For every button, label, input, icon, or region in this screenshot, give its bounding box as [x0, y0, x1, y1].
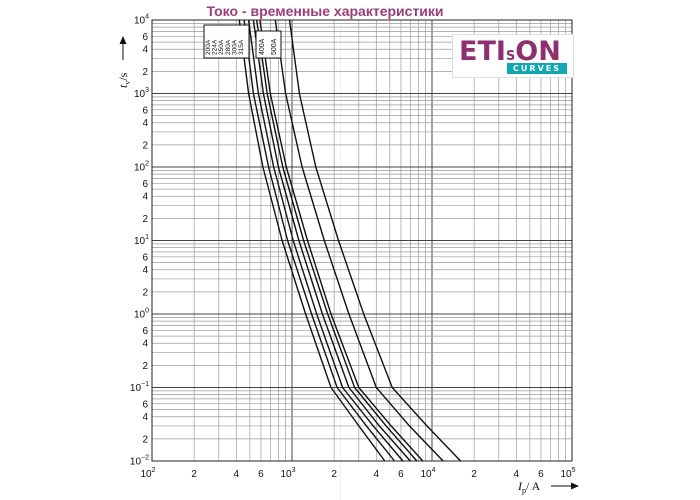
y-tick-label: 2 [142, 434, 148, 445]
x-axis-label-main: I [517, 479, 523, 493]
series-line-315a [259, 19, 424, 462]
y-tick-label: 102 [134, 161, 149, 174]
y-axis-label-main: t [116, 84, 130, 88]
x-axis-arrow [551, 482, 579, 490]
y-tick-label: 4 [142, 45, 148, 56]
y-axis-label-sub: v [123, 81, 132, 85]
y-axis-arrow [119, 36, 127, 60]
legend-label-200a: 200A [205, 39, 212, 55]
chart-grid [151, 20, 572, 462]
y-axis-ticks: 104 6 4 2 103 6 4 2 102 6 4 2 101 6 4 2 100 6 4 2 10−1 6 4 2 10−… [130, 14, 149, 468]
y-tick-label: 4 [142, 412, 148, 423]
x-tick-label: 2 [331, 469, 337, 480]
series-line-224a [243, 19, 396, 462]
x-axis-label-sub: p [522, 486, 526, 495]
series-line-200a [238, 19, 386, 462]
page-fold-shadow [340, 24, 341, 500]
y-tick-label: 103 [134, 87, 149, 100]
chart-series [238, 19, 462, 462]
legend-label-500a: 500A [271, 38, 278, 55]
logo-subtitle: CURVES [507, 63, 567, 74]
x-axis-label-unit: / A [526, 479, 541, 493]
y-tick-label: 2 [142, 67, 148, 78]
y-tick-label: 104 [134, 14, 149, 27]
svg-text:tv/s: tv/s [116, 72, 132, 88]
y-tick-label: 6 [142, 105, 148, 116]
x-tick-label: 4 [234, 469, 240, 480]
x-axis-ticks: 102 2 4 6 103 2 4 6 104 2 4 6 105 [140, 467, 575, 480]
x-tick-label: 6 [258, 469, 264, 480]
x-tick-label: 105 [560, 467, 575, 480]
legend-label-300a: 300A [231, 39, 238, 55]
x-tick-label: 103 [280, 467, 295, 480]
y-tick-label: 2 [142, 140, 148, 151]
legend-label-400a: 400A [259, 38, 266, 55]
y-tick-label: 2 [142, 287, 148, 298]
svg-text:Ip/ A: Ip/ A [517, 479, 541, 495]
y-tick-label: 4 [142, 192, 148, 203]
y-tick-label: 10−1 [130, 381, 149, 394]
x-tick-label: 6 [398, 469, 404, 480]
logo-wordmark: ETISON [459, 36, 561, 73]
x-tick-label: 4 [374, 469, 380, 480]
series-line-280a [252, 19, 411, 462]
y-tick-label: 6 [142, 399, 148, 410]
legend-label-224a: 224A [212, 39, 219, 55]
y-tick-label: 6 [142, 252, 148, 263]
legend-label-315a: 315A [238, 39, 245, 55]
page-title: Токо - временные характеристики [206, 3, 444, 19]
y-axis-label: tv/s [116, 72, 132, 88]
y-tick-label: 2 [142, 214, 148, 225]
y-tick-label: 4 [142, 265, 148, 276]
y-tick-label: 2 [142, 361, 148, 372]
series-line-400a [274, 19, 444, 462]
y-tick-label: 6 [142, 326, 148, 337]
legend-box-low [203, 24, 250, 59]
y-tick-label: 10−2 [130, 455, 149, 468]
x-tick-label: 104 [420, 467, 435, 480]
y-tick-label: 4 [142, 118, 148, 129]
series-line-250a [247, 19, 404, 462]
x-tick-label: 2 [191, 469, 197, 480]
y-tick-label: 100 [134, 308, 149, 321]
legend-label-250a: 250A [218, 39, 225, 55]
y-tick-label: 101 [134, 234, 149, 247]
y-axis-label-unit: /s [116, 72, 130, 80]
logo-wordmark-prefix: ETI [459, 36, 506, 67]
legend-label-280a: 280A [225, 39, 232, 55]
series-line-500a [288, 19, 462, 462]
x-tick-label: 6 [538, 469, 544, 480]
x-tick-label: 102 [140, 467, 155, 480]
x-tick-label: 2 [471, 469, 477, 480]
y-tick-label: 6 [142, 179, 148, 190]
etison-curves-logo: ETISON CURVES [452, 34, 574, 78]
plot-frame [151, 19, 573, 462]
y-tick-label: 4 [142, 339, 148, 350]
legend-box-high [255, 30, 282, 59]
logo-wordmark-small: S [505, 49, 516, 64]
logo-wordmark-suffix: ON [515, 36, 561, 67]
y-tick-label: 6 [142, 32, 148, 43]
chart-legend: 200A 224A 250A 280A 300A 315A 400A 500A [203, 24, 282, 59]
x-tick-label: 4 [514, 469, 520, 480]
x-axis-label: Ip/ A [517, 479, 541, 495]
series-line-300a [256, 19, 418, 462]
